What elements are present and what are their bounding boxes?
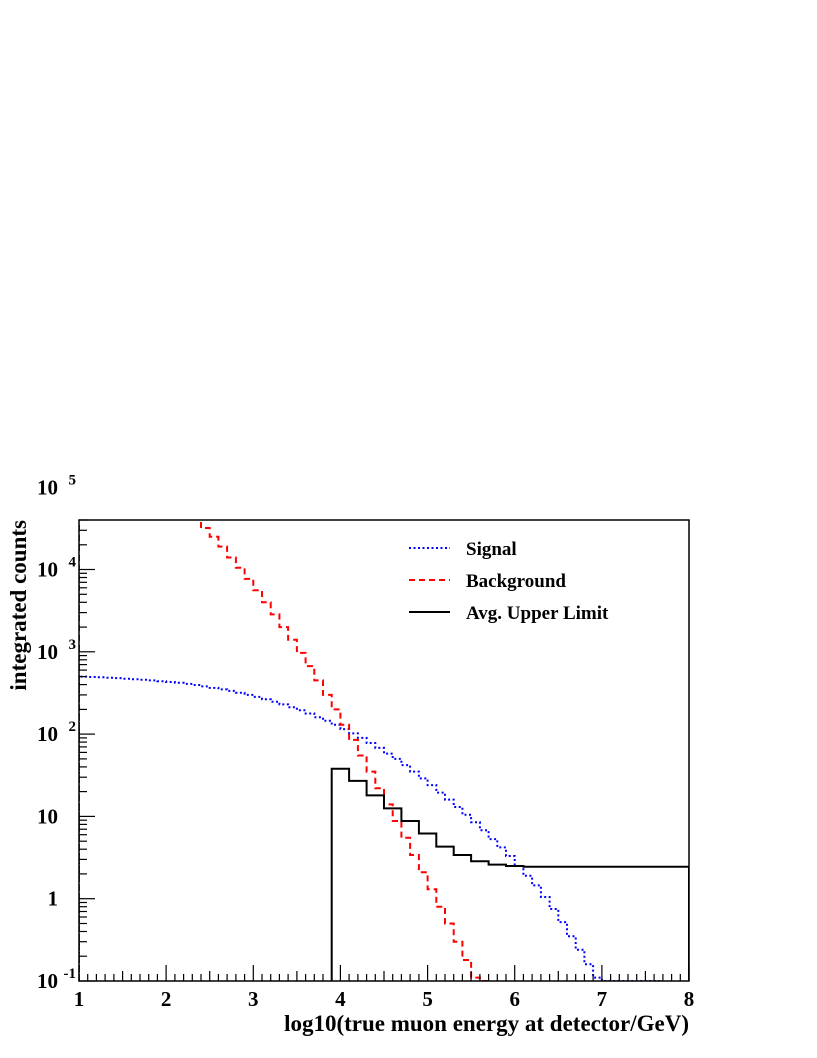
x-axis-title: log10(true muon energy at detector/GeV) — [284, 1011, 689, 1036]
series-line-3 — [330, 767, 689, 981]
y-tick-exponent: 4 — [69, 555, 77, 571]
series-layer — [79, 520, 689, 981]
series-line-2 — [79, 520, 489, 981]
x-tick-label: 3 — [248, 987, 259, 1011]
legend-label: Signal — [466, 539, 517, 560]
y-tick-label: 1 — [48, 887, 59, 911]
x-tick-label: 6 — [509, 987, 520, 1011]
series-line-1 — [79, 675, 663, 981]
x-tick-label: 7 — [597, 987, 608, 1011]
labels-layer: 1 2 3 4 5 6 7 8 10 -1 1 10 10 2 10 3 10 4 10 5 — [37, 472, 694, 1011]
y-tick-label: 10 — [37, 722, 58, 746]
y-axis-title: integrated counts — [6, 520, 31, 691]
y-tick-label: 10 — [37, 475, 58, 499]
x-tick-label: 2 — [161, 987, 172, 1011]
x-tick-label: 8 — [684, 987, 695, 1011]
legend-label: Avg. Upper Limit — [466, 603, 609, 624]
x-tick-label: 4 — [335, 987, 346, 1011]
y-tick-exponent: -1 — [64, 966, 77, 982]
y-tick-label: 10 — [37, 804, 58, 828]
x-tick-label: 1 — [74, 987, 85, 1011]
x-tick-label: 5 — [422, 987, 433, 1011]
y-tick-label: 10 — [37, 640, 58, 664]
y-tick-exponent: 5 — [69, 472, 77, 488]
legend-label: Background — [466, 571, 566, 592]
y-tick-label: 10 — [37, 558, 58, 582]
y-tick-exponent: 3 — [69, 637, 77, 653]
ticks-layer — [78, 519, 690, 982]
legend: Signal Background Avg. Upper Limit — [409, 539, 609, 624]
y-tick-exponent: 2 — [69, 719, 77, 735]
y-tick-label: 10 — [37, 969, 58, 993]
